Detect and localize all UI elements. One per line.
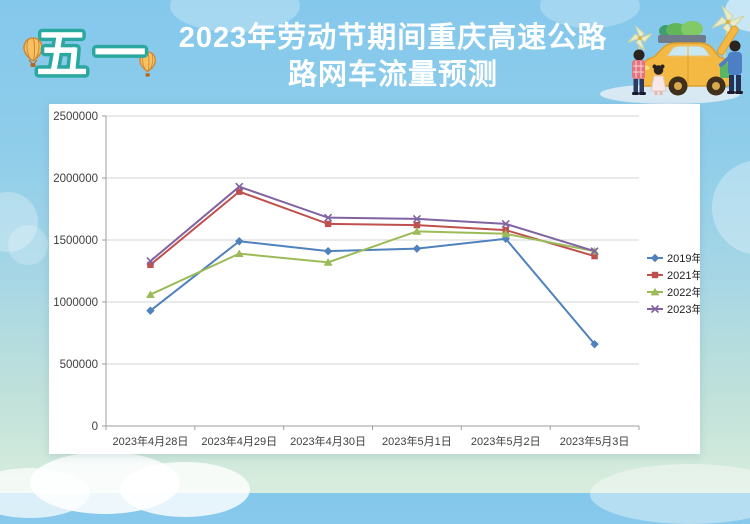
series-marker xyxy=(324,213,333,222)
series-marker xyxy=(590,247,599,256)
x-axis-label: 2023年4月28日 xyxy=(113,434,189,448)
series-marker xyxy=(412,244,422,253)
y-axis-label: 0 xyxy=(92,421,98,433)
x-axis-label: 2023年5月3日 xyxy=(560,434,630,448)
man-figure xyxy=(719,40,743,94)
series-marker xyxy=(651,271,659,279)
series-marker xyxy=(146,306,155,315)
girl-figure xyxy=(650,64,667,95)
series-marker xyxy=(650,253,660,263)
x-axis-label: 2023年5月1日 xyxy=(382,434,452,448)
legend-label: 2021年 xyxy=(667,268,700,282)
x-axis-label: 2023年4月30日 xyxy=(290,434,366,448)
legend-label: 2022年 xyxy=(667,285,700,299)
series-marker xyxy=(323,246,333,256)
travel-car-illustration xyxy=(600,5,745,104)
y-axis-label: 1000000 xyxy=(53,297,98,309)
series-marker xyxy=(235,182,244,191)
car-wheels xyxy=(668,76,726,96)
series-marker xyxy=(501,229,511,238)
y-axis-label: 500000 xyxy=(60,359,98,371)
cloud-shape xyxy=(8,225,48,265)
series-marker xyxy=(324,220,332,228)
balloon-icon xyxy=(139,51,156,77)
page-title: 2023年劳动节期间重庆高速公路 路网车流量预测 xyxy=(158,20,628,94)
y-axis-label: 1500000 xyxy=(53,235,98,247)
x-axis-label: 2023年5月2日 xyxy=(471,434,541,448)
series-marker xyxy=(650,304,660,314)
series-marker xyxy=(413,221,421,229)
roof-luggage xyxy=(658,21,706,43)
woman-figure xyxy=(632,49,646,95)
series-marker xyxy=(147,261,154,268)
series-line-2019年 xyxy=(149,237,596,345)
chart-card: 0 500000 1000000 1500000 2000000 2500000 2023年… xyxy=(49,104,702,454)
traffic-line-chart: 0 500000 1000000 1500000 2000000 2500000 2023年… xyxy=(53,111,702,448)
legend-label: 2019年 xyxy=(667,251,700,265)
page-title-line1: 2023年劳动节期间重庆高速公路 xyxy=(178,22,608,54)
series-marker xyxy=(650,287,660,296)
series-marker xyxy=(236,188,243,195)
y-axis-label: 2500000 xyxy=(53,111,98,123)
y-axis-label: 2000000 xyxy=(53,173,98,185)
series-marker xyxy=(591,252,598,260)
car-tailgate xyxy=(717,25,739,56)
series-marker xyxy=(234,249,244,258)
cloud-shape xyxy=(590,464,750,524)
cloud-shape xyxy=(120,462,250,517)
series-line-2021年 xyxy=(149,190,595,266)
badge-text: 五一 xyxy=(36,26,152,84)
header: 五一 2023年劳动节期间重庆高速公路 路网车流量预测 xyxy=(0,0,750,104)
x-axis-label: 2023年4月29日 xyxy=(201,434,277,448)
series-marker xyxy=(146,257,155,266)
legend-label: 2023年 xyxy=(667,302,700,316)
series-marker xyxy=(235,237,244,246)
series-marker xyxy=(412,214,421,223)
cloud-shape xyxy=(712,160,750,255)
series-marker xyxy=(412,227,422,235)
page-title-line2: 路网车流量预测 xyxy=(287,59,498,91)
balloon-icon xyxy=(23,37,43,67)
may-day-badge: 五一 xyxy=(23,23,156,88)
series-line-2022年 xyxy=(149,230,595,296)
series-line-2023年 xyxy=(149,185,595,262)
series-marker xyxy=(146,290,155,298)
series-marker xyxy=(323,258,333,266)
car-body xyxy=(641,42,733,87)
series-marker xyxy=(501,219,510,228)
